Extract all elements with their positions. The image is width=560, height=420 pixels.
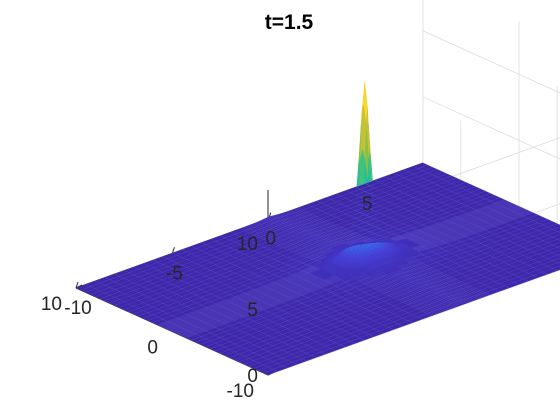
z-tick-label: 0 [247, 366, 258, 387]
chart-title: t=1.5 [265, 11, 314, 34]
x-tick-label: -5 [166, 263, 183, 284]
x-tick-mark [75, 281, 79, 289]
x-tick-label: -10 [64, 298, 91, 319]
x-tick-label: 5 [362, 194, 373, 215]
y-tick-label: 0 [147, 338, 158, 359]
z-tick-label: 10 [237, 234, 258, 255]
x-tick-label: 0 [265, 229, 276, 250]
surface-mesh [75, 82, 560, 376]
x-tick-mark [171, 247, 175, 254]
y-tick-label: -10 [227, 381, 254, 402]
z-tick-label: 5 [247, 300, 258, 321]
surface-cell [75, 284, 91, 291]
y-tick-label: 10 [41, 294, 62, 315]
